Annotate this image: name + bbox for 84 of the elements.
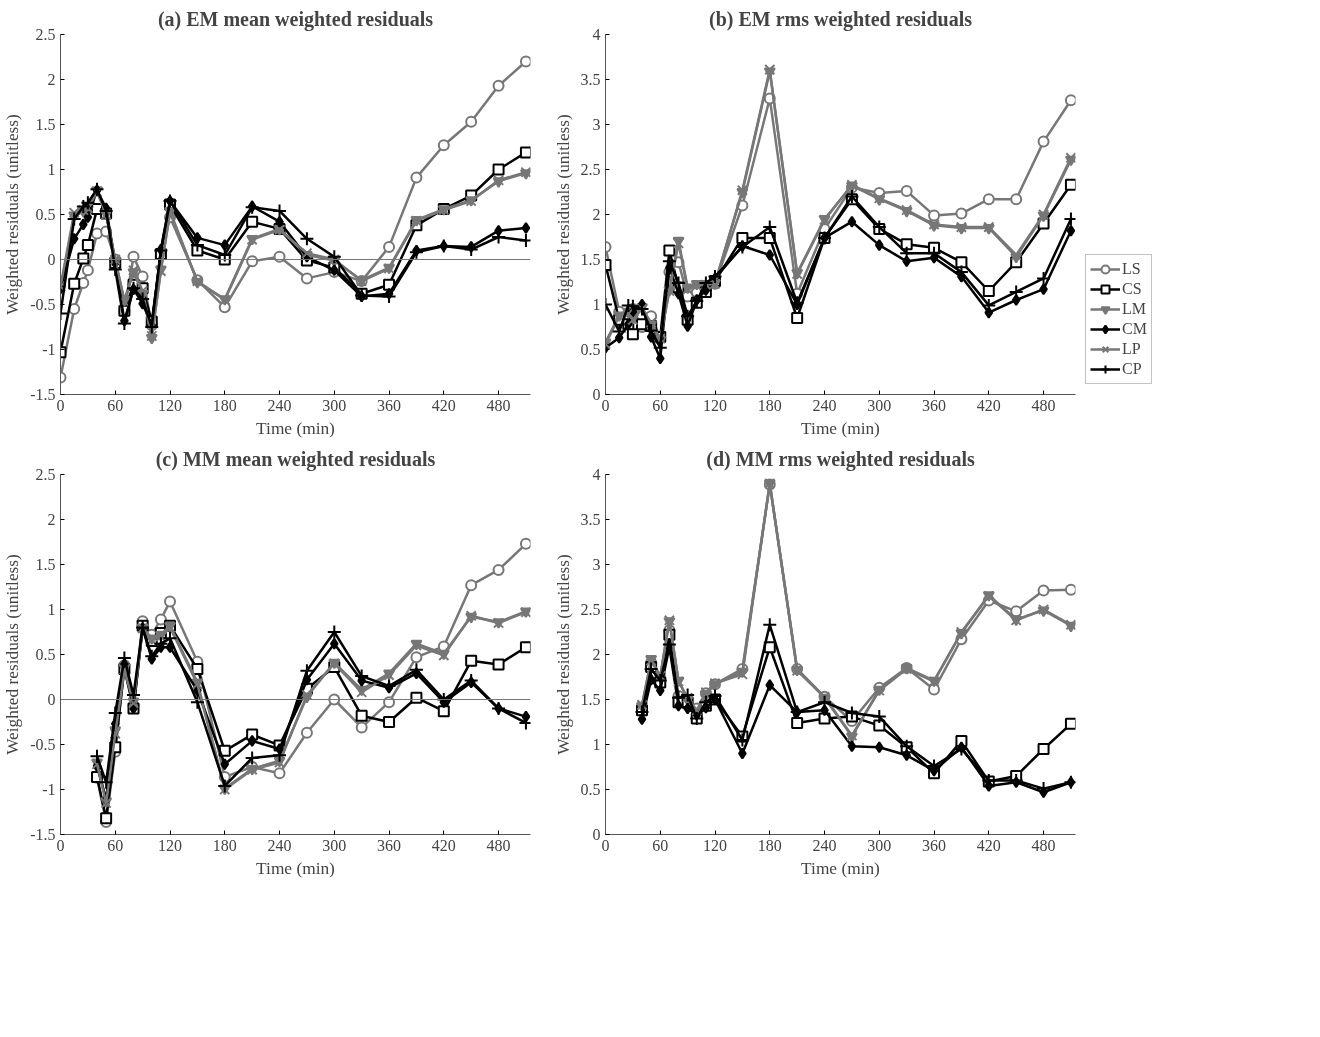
y-tick-label: -1.5 (30, 826, 56, 843)
y-tick-label: 3.5 (580, 71, 601, 88)
y-tick-label: 2 (47, 71, 56, 88)
chart-title: (b) EM rms weighted residuals (709, 7, 973, 31)
y-tick-label: 1 (47, 601, 56, 618)
x-tick-label: 300 (867, 396, 892, 414)
x-tick-label: 360 (377, 396, 402, 414)
y-tick-label: -0.5 (30, 296, 56, 313)
y-tick-label: -1 (42, 341, 56, 358)
x-tick-label: 360 (922, 836, 947, 854)
x-axis-title: Time (min) (256, 858, 336, 878)
x-tick-label: 240 (267, 396, 292, 414)
y-tick-label: -1 (42, 781, 56, 798)
y-tick-label: 1 (592, 736, 601, 753)
y-tick-label: 2 (47, 511, 56, 528)
y-tick-label: 0.5 (580, 781, 601, 798)
x-tick-label: 60 (107, 396, 124, 414)
y-tick-label: 0 (47, 691, 56, 708)
y-axis-title: Weighted residuals (unitless) (553, 553, 573, 755)
legend-label: LM (1122, 300, 1146, 318)
x-tick-label: 240 (267, 836, 292, 854)
y-tick-label: 4 (592, 26, 601, 43)
y-tick-label: 0.5 (580, 341, 601, 358)
y-tick-label: 2.5 (580, 601, 601, 618)
x-tick-label: 360 (922, 396, 947, 414)
y-tick-label: 1.5 (580, 251, 601, 268)
legend-label: LS (1122, 260, 1142, 278)
y-tick-label: 2 (592, 206, 601, 223)
y-tick-label: 2.5 (35, 466, 56, 483)
chart-title: (d) MM rms weighted residuals (706, 447, 975, 471)
y-tick-label: 2.5 (580, 161, 601, 178)
x-tick-label: 420 (976, 836, 1001, 854)
y-tick-label: 0.5 (35, 206, 56, 223)
legend-label: CM (1122, 320, 1147, 338)
y-tick-label: 0.5 (35, 646, 56, 663)
legend-label: CS (1122, 280, 1142, 298)
x-tick-label: 420 (431, 836, 456, 854)
y-tick-label: 1.5 (35, 116, 56, 133)
x-tick-label: 300 (867, 836, 892, 854)
chart-title: (a) EM mean weighted residuals (157, 7, 434, 31)
y-tick-label: 3 (592, 556, 601, 573)
x-tick-label: 180 (757, 396, 782, 414)
x-tick-label: 60 (652, 836, 669, 854)
y-tick-label: 1 (47, 161, 56, 178)
x-tick-label: 480 (1031, 396, 1056, 414)
legend-label: CP (1122, 360, 1142, 378)
y-axis-title: Weighted residuals (unitless) (3, 553, 23, 755)
x-tick-label: 480 (1031, 836, 1056, 854)
y-tick-label: 0 (47, 251, 56, 268)
x-axis-title: Time (min) (801, 418, 881, 438)
legend-label: LP (1122, 340, 1142, 358)
x-tick-label: 300 (322, 836, 347, 854)
x-tick-label: 180 (757, 836, 782, 854)
y-tick-label: 2.5 (35, 26, 56, 43)
x-tick-label: 240 (812, 396, 837, 414)
x-tick-label: 300 (322, 396, 347, 414)
y-tick-label: 3.5 (580, 511, 601, 528)
x-tick-label: 120 (703, 396, 728, 414)
x-tick-label: 60 (107, 836, 124, 854)
y-tick-label: 1.5 (35, 556, 56, 573)
y-tick-label: -1.5 (30, 386, 56, 403)
x-tick-label: 420 (976, 396, 1001, 414)
x-axis-title: Time (min) (256, 418, 336, 438)
x-tick-label: 120 (703, 836, 728, 854)
x-tick-label: 480 (486, 396, 511, 414)
y-tick-label: 3 (592, 116, 601, 133)
y-tick-label: 2 (592, 646, 601, 663)
x-tick-label: 480 (486, 836, 511, 854)
x-tick-label: 60 (652, 396, 669, 414)
y-axis-title: Weighted residuals (unitless) (553, 113, 573, 315)
x-tick-label: 120 (158, 836, 183, 854)
y-tick-label: 1.5 (580, 691, 601, 708)
x-tick-label: 240 (812, 836, 837, 854)
x-tick-label: 120 (158, 396, 183, 414)
x-tick-label: 420 (431, 396, 456, 414)
x-tick-label: 180 (212, 836, 237, 854)
y-tick-label: -0.5 (30, 736, 56, 753)
y-axis-title: Weighted residuals (unitless) (3, 113, 23, 315)
y-tick-label: 4 (592, 466, 601, 483)
x-tick-label: 180 (212, 396, 237, 414)
x-tick-label: 360 (377, 836, 402, 854)
x-axis-title: Time (min) (801, 858, 881, 878)
chart-title: (c) MM mean weighted residuals (155, 447, 436, 471)
y-tick-label: 1 (592, 296, 601, 313)
